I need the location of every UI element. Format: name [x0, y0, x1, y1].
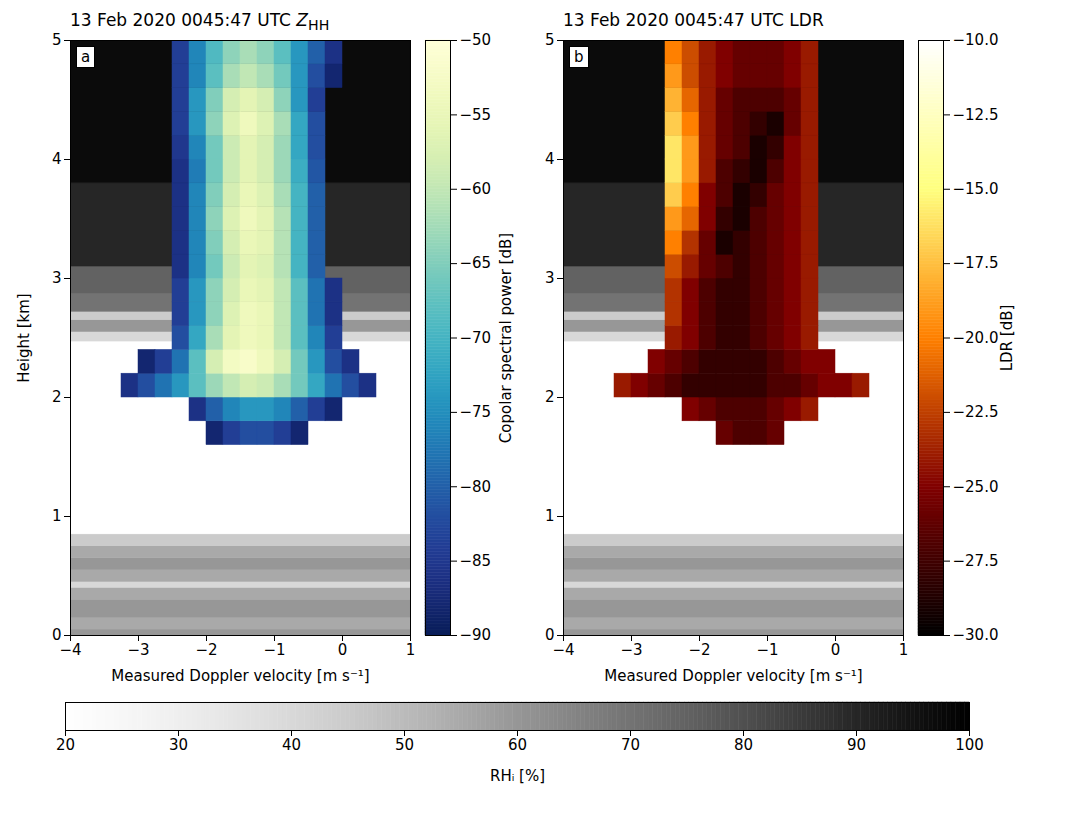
svg-text:1: 1: [545, 507, 555, 525]
svg-text:−30.0: −30.0: [953, 626, 999, 644]
svg-text:30: 30: [169, 736, 188, 754]
svg-text:RHᵢ [%]: RHᵢ [%]: [490, 767, 545, 785]
svg-text:50: 50: [395, 736, 414, 754]
svg-text:−75: −75: [460, 403, 492, 421]
svg-text:−90: −90: [460, 626, 492, 644]
svg-text:0: 0: [545, 626, 555, 645]
svg-text:−2: −2: [688, 641, 710, 659]
html-text:b: b: [574, 48, 584, 66]
svg-text:−3: −3: [127, 641, 149, 659]
svg-text:−85: −85: [460, 552, 492, 570]
svg-text:Height [km]: Height [km]: [15, 293, 33, 382]
svg-text:Measured Doppler velocity [m s: Measured Doppler velocity [m s⁻¹]: [604, 667, 862, 685]
svg-text:20: 20: [56, 736, 75, 754]
svg-text:−10.0: −10.0: [953, 31, 999, 49]
svg-text:Copolar spectral power [dB]: Copolar spectral power [dB]: [497, 233, 515, 443]
svg-text:−65: −65: [460, 254, 492, 272]
svg-text:LDR [dB]: LDR [dB]: [998, 305, 1016, 372]
svg-text:3: 3: [545, 269, 555, 287]
svg-text:Measured Doppler velocity [m s: Measured Doppler velocity [m s⁻¹]: [111, 667, 369, 685]
svg-text:−12.5: −12.5: [953, 106, 999, 124]
svg-text:−60: −60: [460, 180, 492, 198]
svg-text:100: 100: [955, 736, 984, 754]
svg-text:−50: −50: [460, 31, 492, 49]
svg-text:−15.0: −15.0: [953, 180, 999, 198]
svg-text:−27.5: −27.5: [953, 552, 999, 570]
html-text:13 Feb 2020 0045:47 UTC ZHH: 13 Feb 2020 0045:47 UTC ZHH: [70, 10, 330, 34]
svg-text:−4: −4: [552, 641, 574, 659]
html-text:13 Feb 2020 0045:47 UTC LDR: 13 Feb 2020 0045:47 UTC LDR: [563, 10, 824, 30]
svg-text:40: 40: [282, 736, 301, 754]
svg-text:1: 1: [899, 641, 909, 659]
svg-text:−25.0: −25.0: [953, 478, 999, 496]
svg-text:−1: −1: [263, 641, 285, 659]
svg-text:0: 0: [52, 626, 62, 645]
svg-text:1: 1: [52, 507, 62, 525]
svg-text:4: 4: [545, 150, 555, 168]
svg-text:−70: −70: [460, 329, 492, 347]
svg-text:5: 5: [545, 31, 555, 49]
svg-text:−2: −2: [195, 641, 217, 659]
svg-text:3: 3: [52, 269, 62, 287]
svg-text:−1: −1: [756, 641, 778, 659]
svg-text:−3: −3: [620, 641, 642, 659]
svg-text:1: 1: [406, 641, 416, 659]
svg-text:−22.5: −22.5: [953, 403, 999, 421]
svg-text:0: 0: [338, 641, 348, 659]
html-text:a: a: [81, 48, 91, 66]
svg-text:−80: −80: [460, 478, 492, 496]
svg-text:2: 2: [52, 388, 62, 406]
svg-text:60: 60: [508, 736, 527, 754]
svg-text:−17.5: −17.5: [953, 254, 999, 272]
svg-text:90: 90: [847, 736, 866, 754]
svg-text:0: 0: [831, 641, 841, 659]
svg-text:80: 80: [734, 736, 753, 754]
svg-text:2: 2: [545, 388, 555, 406]
svg-text:−55: −55: [460, 106, 492, 124]
svg-text:5: 5: [52, 31, 62, 49]
svg-text:−4: −4: [59, 641, 81, 659]
svg-text:4: 4: [52, 150, 62, 168]
svg-text:−20.0: −20.0: [953, 329, 999, 347]
svg-text:70: 70: [621, 736, 640, 754]
